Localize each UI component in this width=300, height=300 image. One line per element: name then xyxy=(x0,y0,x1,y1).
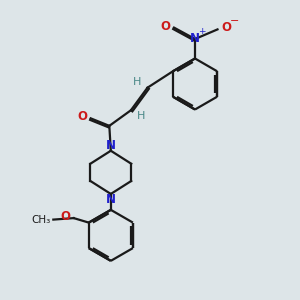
Text: N: N xyxy=(106,193,116,206)
Text: H: H xyxy=(137,111,146,121)
Text: O: O xyxy=(60,210,70,223)
Text: +: + xyxy=(198,27,205,36)
Text: O: O xyxy=(160,20,170,33)
Text: O: O xyxy=(77,110,87,123)
Text: −: − xyxy=(230,16,240,26)
Text: CH₃: CH₃ xyxy=(31,214,50,225)
Text: N: N xyxy=(106,139,116,152)
Text: H: H xyxy=(133,77,141,87)
Text: O: O xyxy=(221,21,232,34)
Text: N: N xyxy=(190,32,200,46)
